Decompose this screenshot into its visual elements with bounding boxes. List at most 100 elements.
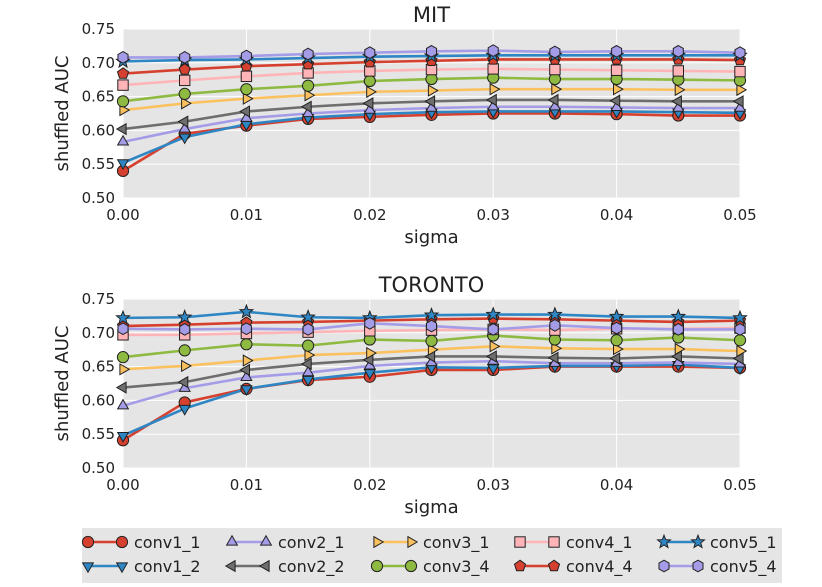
x-tick-label: 0.00: [106, 476, 139, 494]
point-conv5-4: [117, 322, 129, 336]
x-tick-label: 0.00: [106, 206, 139, 224]
legend-marker: [548, 536, 560, 548]
legend-marker: [514, 536, 526, 548]
x-tick-label: 0.01: [230, 476, 263, 494]
point-conv2-1: [116, 398, 130, 410]
point-conv3-4: [363, 74, 376, 88]
y-axis-label: shuffled AUC: [52, 326, 73, 442]
point-conv2-2: [486, 93, 497, 107]
point-conv2-2: [732, 95, 744, 108]
point-conv2-2: [547, 351, 559, 365]
point-conv5-4: [179, 51, 191, 64]
point-conv1-2: [363, 369, 377, 380]
legend-marker: [258, 559, 270, 573]
legend-marker: [692, 559, 704, 573]
y-tick-label: 0.50: [82, 189, 115, 207]
point-conv3-4: [425, 334, 438, 348]
point-conv2-1: [116, 134, 130, 146]
point-conv2-1: [240, 370, 253, 382]
point-conv5-1: [547, 306, 563, 322]
y-tick-label: 0.55: [82, 425, 115, 443]
point-conv4-4: [116, 67, 130, 79]
legend-item-conv5-4: conv5_4: [658, 557, 777, 577]
point-conv3-1: [119, 363, 131, 376]
point-conv1-2: [116, 159, 130, 171]
point-conv5-4: [364, 46, 376, 60]
x-tick-label: 0.02: [353, 476, 386, 494]
legend-label: conv2_2: [278, 557, 345, 577]
legend-marker: [259, 534, 273, 546]
legend-label: conv5_1: [710, 533, 777, 553]
legend-item-conv5-1: conv5_1: [656, 533, 777, 553]
point-conv3-4: [240, 338, 253, 351]
point-conv2-2: [300, 357, 312, 371]
point-conv2-2: [239, 105, 250, 118]
point-conv5-1: [608, 308, 625, 324]
x-tick-label: 0.04: [600, 206, 633, 224]
point-conv4-1: [672, 65, 684, 77]
y-tick-label: 0.65: [82, 358, 115, 376]
legend-label: conv4_4: [566, 557, 633, 577]
point-conv2-2: [115, 381, 127, 394]
point-conv3-1: [736, 344, 748, 358]
point-conv3-1: [674, 83, 686, 97]
legend-marker: [656, 533, 672, 549]
point-conv1-2: [178, 133, 191, 145]
point-conv3-4: [240, 83, 253, 96]
point-conv5-4: [117, 51, 129, 64]
point-conv5-1: [485, 306, 502, 322]
x-tick-label: 0.03: [476, 206, 509, 224]
point-conv4-1: [549, 63, 561, 76]
legend-label: conv3_4: [423, 557, 490, 577]
x-tick-label: 0.03: [476, 476, 509, 494]
legend-label: conv4_1: [566, 533, 633, 553]
point-conv5-4: [302, 47, 314, 61]
legend-label: conv2_1: [278, 533, 345, 553]
legend-marker: [115, 535, 129, 549]
point-conv3-1: [181, 359, 192, 373]
point-conv2-2: [609, 94, 621, 107]
x-tick-label: 0.02: [353, 206, 386, 224]
legend-label: conv3_1: [423, 533, 490, 553]
legend-marker: [81, 535, 95, 549]
point-conv5-4: [425, 319, 438, 333]
legend-marker: [658, 559, 670, 573]
point-conv5-4: [611, 321, 623, 335]
point-conv5-1: [670, 308, 687, 324]
point-conv4-1: [240, 70, 253, 83]
point-conv3-1: [366, 85, 377, 99]
x-axis-label: sigma: [404, 497, 458, 518]
point-conv2-2: [362, 97, 374, 110]
point-conv2-2: [609, 352, 621, 365]
x-tick-label: 0.05: [723, 476, 756, 494]
legend-item-conv4-4: conv4_4: [513, 557, 633, 577]
point-conv4-1: [179, 74, 191, 87]
point-conv1-2: [240, 385, 253, 397]
point-conv1-2: [486, 364, 500, 376]
point-conv2-2: [671, 95, 682, 108]
point-conv5-4: [549, 318, 561, 332]
point-conv5-4: [672, 44, 684, 58]
point-conv3-1: [551, 342, 563, 355]
legend-marker: [115, 562, 129, 574]
point-conv2-2: [486, 350, 497, 363]
point-conv5-4: [734, 323, 746, 336]
legend-item-conv3-4: conv3_4: [370, 557, 490, 577]
point-conv4-1: [610, 64, 623, 76]
point-conv3-1: [366, 346, 377, 360]
legend-marker: [407, 535, 419, 549]
point-conv2-2: [177, 115, 189, 128]
legend-marker: [404, 559, 418, 573]
legend-label: conv5_4: [710, 557, 777, 577]
point-conv5-4: [549, 45, 561, 59]
legend-item-conv1-2: conv1_2: [81, 557, 201, 577]
point-conv3-1: [242, 92, 254, 105]
legend-box: [82, 528, 782, 583]
legend-label: conv1_1: [134, 533, 201, 553]
point-conv3-1: [674, 342, 686, 356]
y-tick-label: 0.75: [82, 20, 115, 38]
point-conv3-1: [181, 97, 192, 110]
y-axis-label: shuffled AUC: [52, 56, 73, 172]
point-conv3-1: [551, 82, 563, 96]
